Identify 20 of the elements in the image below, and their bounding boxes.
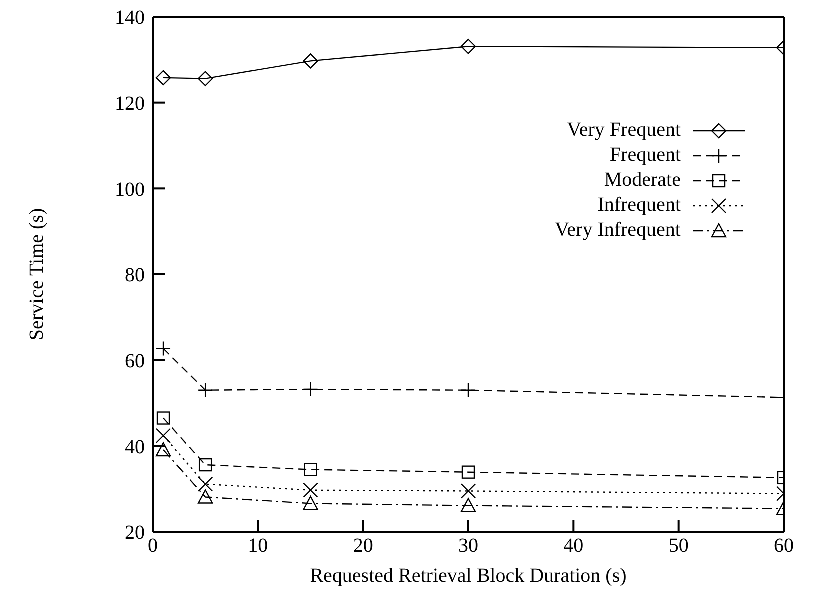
y-tick-label: 100 [115,178,145,201]
x-tick-label: 20 [353,535,374,558]
legend-label: Frequent [610,144,681,167]
y-tick-label: 60 [125,350,145,372]
legend-label: Very Infrequent [554,219,681,242]
x-tick-label: 40 [564,535,584,558]
x-tick-label: 30 [458,535,478,558]
legend-label: Very Frequent [567,119,681,142]
x-tick-label: 50 [668,535,689,558]
legend-label: Moderate [604,169,681,192]
y-tick-label: 120 [115,92,145,115]
x-tick-label: 10 [248,535,268,558]
y-tick-label: 40 [125,436,145,458]
legend-label: Infrequent [598,194,681,217]
x-tick-label: 60 [774,535,794,558]
y-tick-label: 80 [125,264,145,287]
x-axis-title: Requested Retrieval Block Duration (s) [310,565,627,587]
y-axis-title: Service Time (s) [26,208,48,341]
y-tick-label: 140 [115,7,145,30]
x-tick-label: 0 [148,535,158,558]
